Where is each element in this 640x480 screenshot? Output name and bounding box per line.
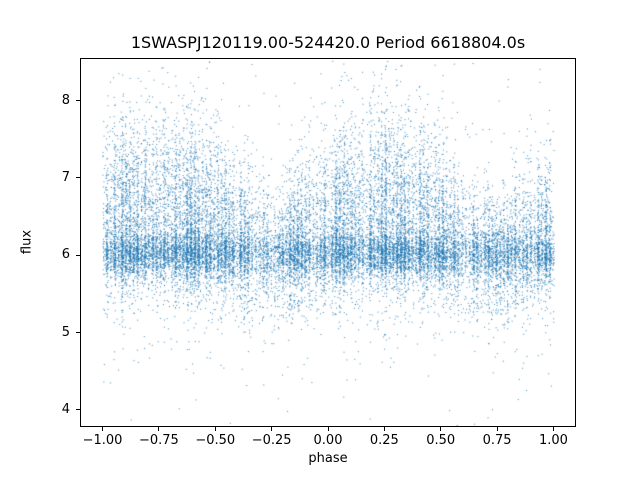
chart-title: 1SWASPJ120119.00-524420.0 Period 6618804… [130, 33, 526, 52]
x-tick-mark [158, 427, 160, 431]
x-axis-label: phase [308, 451, 348, 466]
y-tick-label: 5 [61, 324, 70, 340]
x-tick-label: −0.25 [251, 433, 292, 448]
x-tick-mark [271, 427, 273, 431]
x-tick-label: 0.00 [313, 433, 343, 448]
x-tick-label: 0.50 [426, 433, 456, 448]
x-tick-mark [102, 427, 104, 431]
y-axis-label: flux [19, 229, 35, 255]
y-tick-label: 4 [61, 401, 70, 417]
x-tick-mark [214, 427, 216, 431]
x-tick-mark [327, 427, 329, 431]
x-tick-label: 0.25 [369, 433, 399, 448]
x-tick-mark [440, 427, 442, 431]
y-tick-mark [76, 254, 80, 256]
scatter-points-canvas [81, 59, 575, 426]
x-tick-mark [383, 427, 385, 431]
y-tick-label: 7 [61, 169, 70, 185]
x-tick-label: 1.00 [538, 433, 568, 448]
y-tick-mark [76, 100, 80, 102]
x-tick-label: −1.00 [82, 433, 123, 448]
plot-area [80, 58, 576, 427]
y-tick-mark [76, 332, 80, 334]
x-tick-label: −0.75 [138, 433, 179, 448]
y-tick-mark [76, 409, 80, 411]
y-tick-label: 6 [61, 247, 70, 263]
x-tick-label: −0.50 [195, 433, 236, 448]
y-tick-mark [76, 177, 80, 179]
x-tick-label: 0.75 [482, 433, 512, 448]
x-tick-mark [552, 427, 554, 431]
y-tick-label: 8 [61, 92, 70, 108]
x-tick-mark [496, 427, 498, 431]
